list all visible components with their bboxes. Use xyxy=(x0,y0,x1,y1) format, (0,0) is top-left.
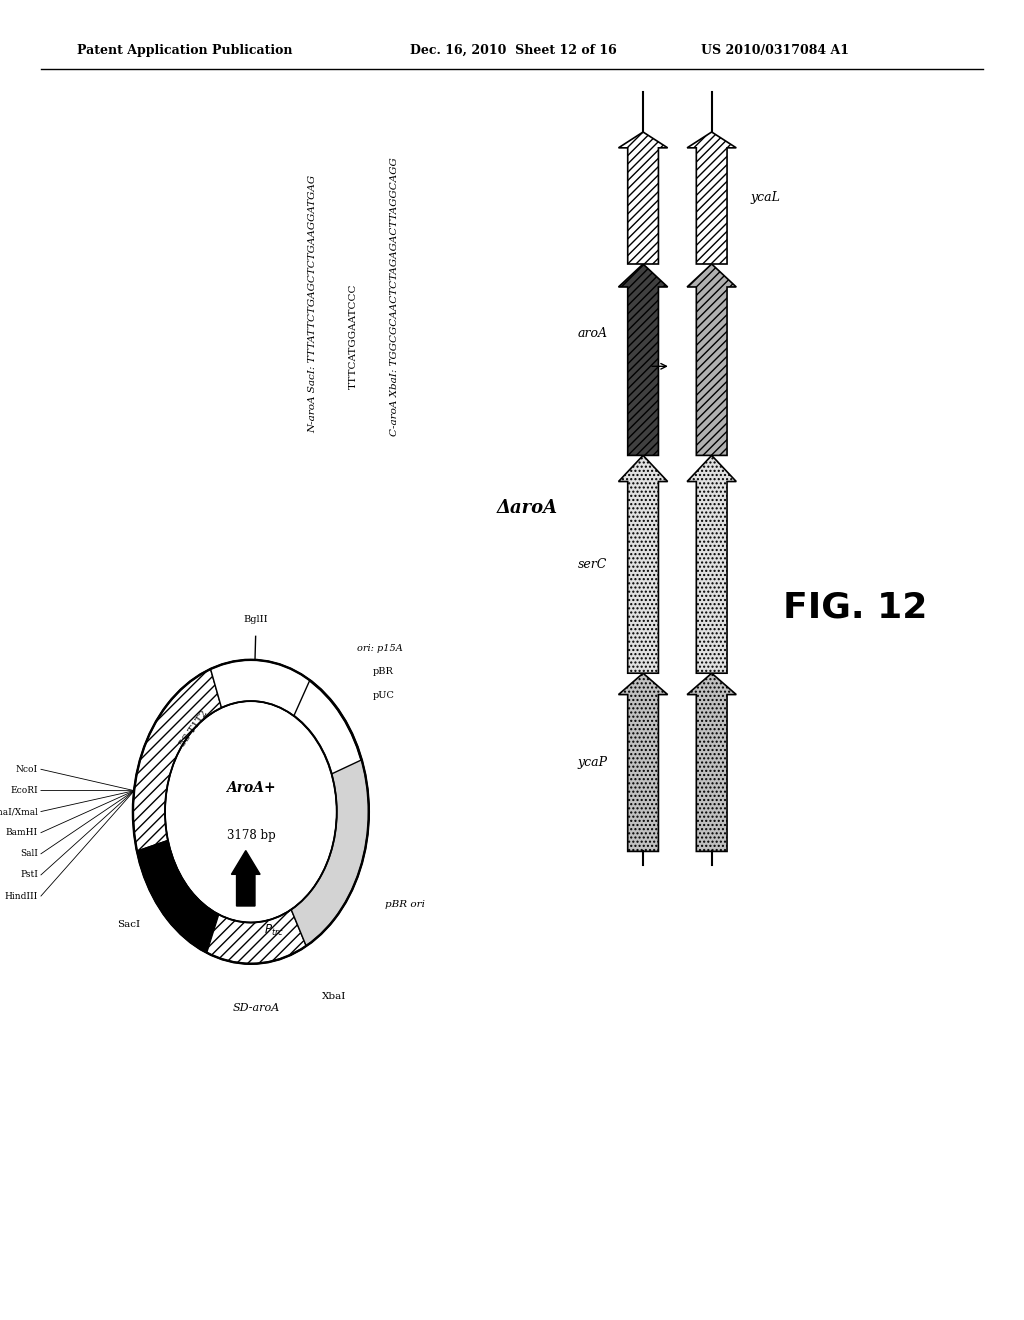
FancyArrow shape xyxy=(618,673,668,851)
Text: TTTCATGGAATCCC: TTTCATGGAATCCC xyxy=(349,284,357,389)
Text: pUC: pUC xyxy=(373,692,394,700)
Text: AroA+: AroA+ xyxy=(226,781,275,795)
Text: pBR: pBR xyxy=(373,668,393,676)
Text: US 2010/0317084 A1: US 2010/0317084 A1 xyxy=(701,44,850,57)
Text: SalI: SalI xyxy=(20,849,38,858)
Text: serC: serC xyxy=(578,558,607,570)
Text: EcoRI: EcoRI xyxy=(10,785,38,795)
Text: Dec. 16, 2010  Sheet 12 of 16: Dec. 16, 2010 Sheet 12 of 16 xyxy=(410,44,616,57)
Wedge shape xyxy=(133,669,221,851)
Wedge shape xyxy=(291,760,369,946)
Text: NcoI: NcoI xyxy=(15,764,38,774)
Text: PstI: PstI xyxy=(20,870,38,879)
Text: aroA: aroA xyxy=(578,327,607,339)
Text: BamHI: BamHI xyxy=(6,828,38,837)
Wedge shape xyxy=(137,841,219,953)
FancyArrow shape xyxy=(687,264,736,455)
Text: ycaL: ycaL xyxy=(751,191,780,205)
Text: ori: p15A: ori: p15A xyxy=(357,644,402,652)
FancyArrow shape xyxy=(618,264,668,455)
Text: HindIII: HindIII xyxy=(5,891,38,900)
Text: $P_{trc}$: $P_{trc}$ xyxy=(264,923,285,939)
FancyArrow shape xyxy=(618,455,668,673)
Text: N-aroA SacI: TTTATTCTGAGCTCTGAAGGATGAG: N-aroA SacI: TTTATTCTGAGCTCTGAAGGATGAG xyxy=(308,174,316,433)
Text: pBR ori: pBR ori xyxy=(385,900,425,908)
FancyArrow shape xyxy=(618,132,668,264)
Text: FIG. 12: FIG. 12 xyxy=(783,590,927,624)
Text: 3178 bp: 3178 bp xyxy=(226,829,275,842)
Text: Patent Application Publication: Patent Application Publication xyxy=(77,44,292,57)
Ellipse shape xyxy=(165,701,337,923)
Text: SacI: SacI xyxy=(117,920,139,929)
Text: 5S T1T2: 5S T1T2 xyxy=(178,709,210,748)
FancyArrow shape xyxy=(687,455,736,673)
Text: ΔaroA: ΔaroA xyxy=(497,499,558,517)
FancyArrow shape xyxy=(687,132,736,264)
Text: SmaI/Xmal: SmaI/Xmal xyxy=(0,807,38,816)
FancyArrow shape xyxy=(231,850,260,906)
Text: C-aroA XbaI: TGGCGCAACTCTAGAGACTTAGGCAGG: C-aroA XbaI: TGGCGCAACTCTAGAGACTTAGGCAGG xyxy=(390,157,398,437)
Text: BglII: BglII xyxy=(244,615,268,624)
FancyArrow shape xyxy=(687,673,736,851)
Wedge shape xyxy=(207,909,306,964)
Text: ycaP: ycaP xyxy=(578,756,607,768)
Wedge shape xyxy=(211,660,309,715)
Text: SD-aroA: SD-aroA xyxy=(232,1003,280,1014)
Text: XbaI: XbaI xyxy=(322,993,346,1002)
